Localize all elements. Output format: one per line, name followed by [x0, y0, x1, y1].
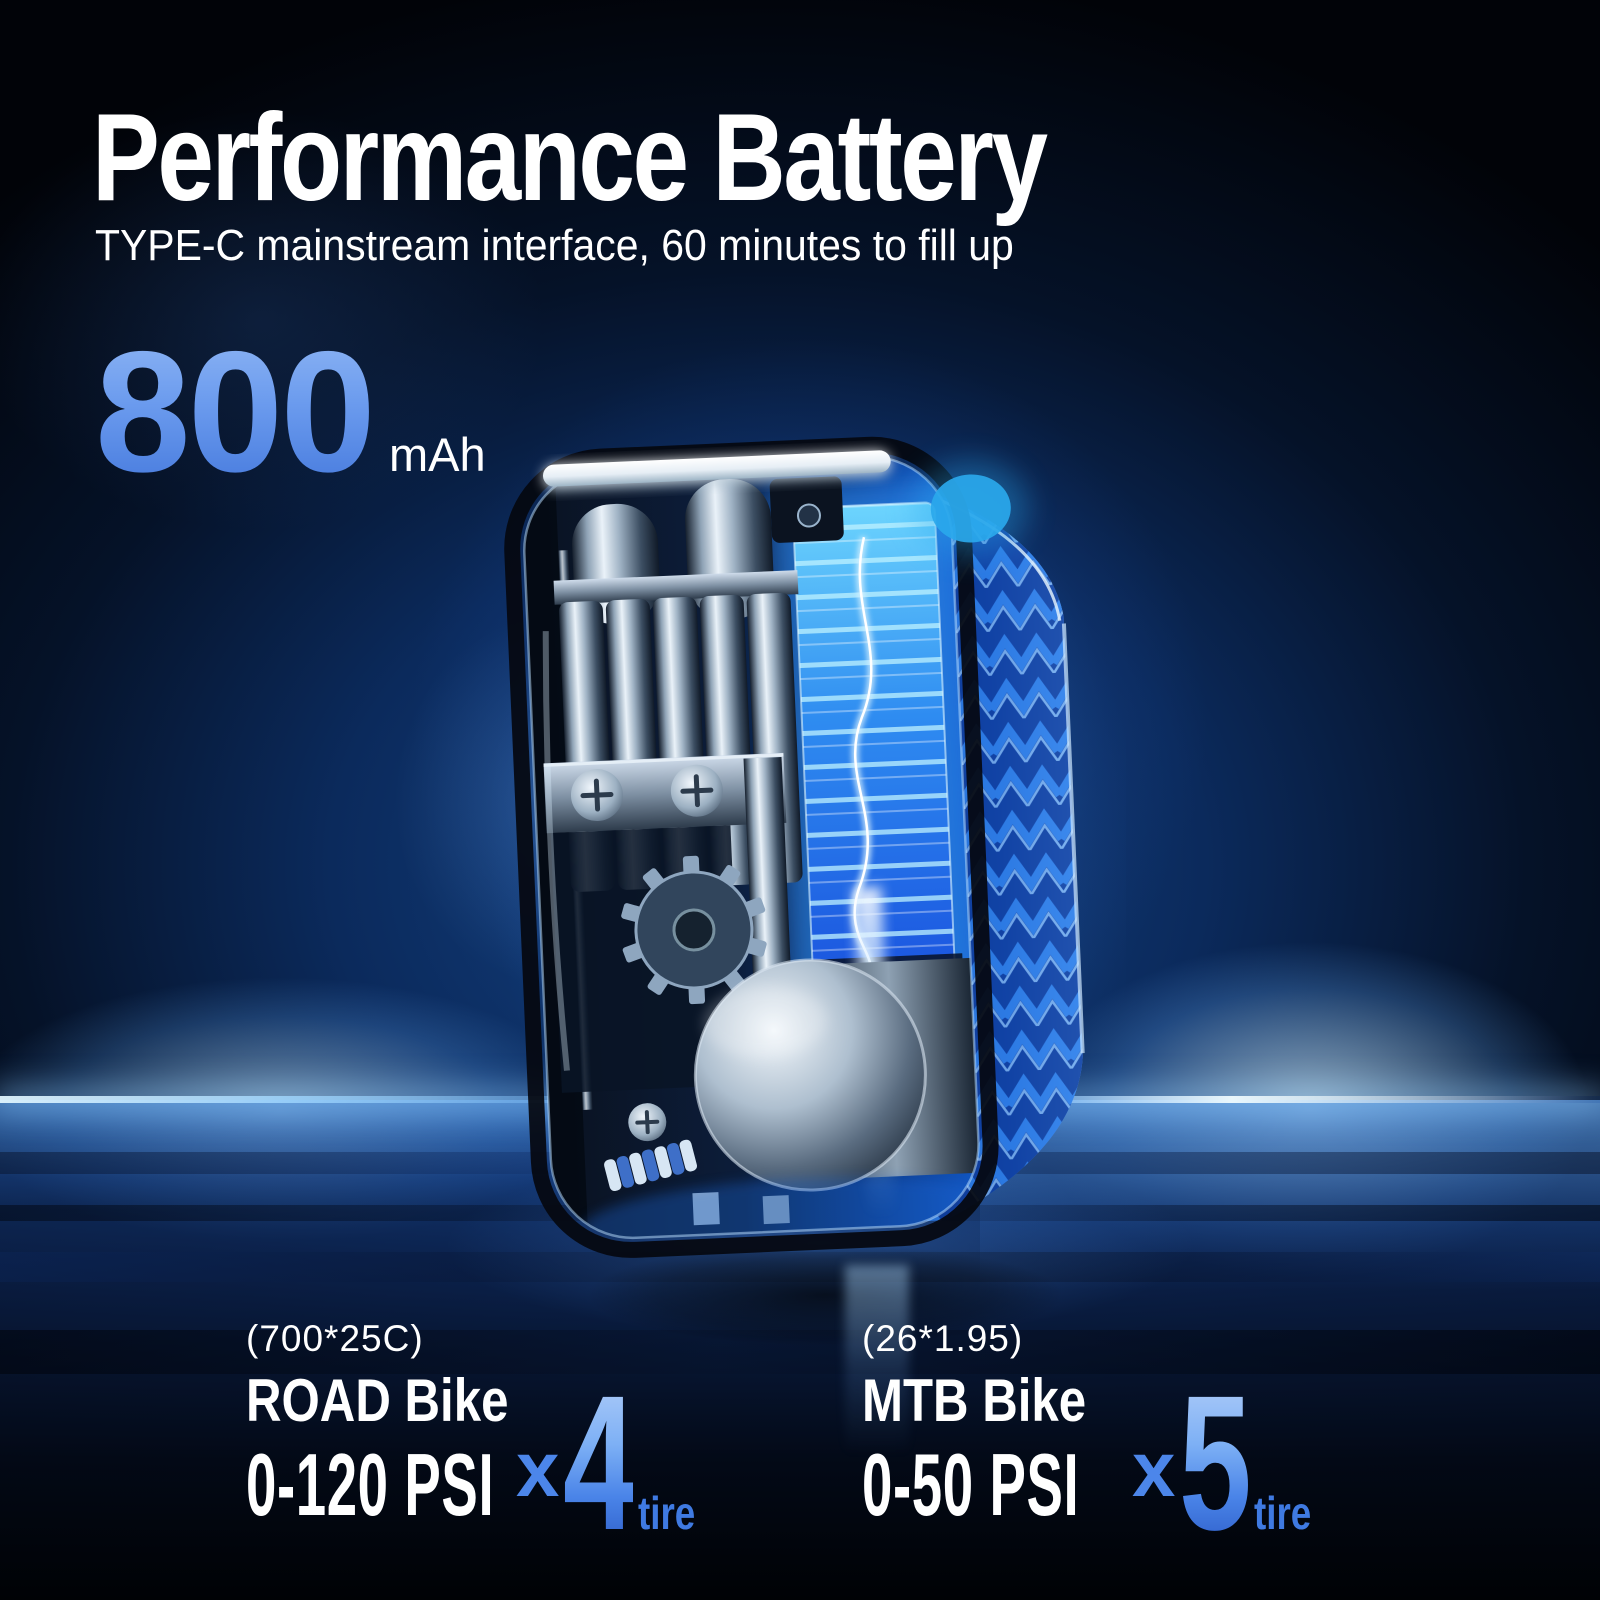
tire-count: 5 — [1179, 1355, 1252, 1571]
spec-road-bike: (700*25C) ROAD Bike 0-120 PSI x 4 tire — [246, 1318, 766, 1559]
spec-mtb-bike: (26*1.95) MTB Bike 0-50 PSI x 5 tire — [862, 1318, 1382, 1559]
bike-type-text: MTB Bike — [862, 1367, 1087, 1434]
bike-type-label: ROAD Bike — [246, 1371, 766, 1431]
base-glow — [581, 1177, 982, 1242]
tire-unit-text: tire — [638, 1487, 696, 1539]
pressure-range-label: 0-50 PSI — [862, 1441, 1382, 1529]
motor-drum — [693, 957, 980, 1192]
glass-reflection — [542, 631, 570, 1071]
phillips-screw — [628, 1103, 667, 1142]
tire-multiplier: x 5 tire — [1132, 1355, 1326, 1571]
page-subtitle: TYPE-C mainstream interface, 60 minutes … — [95, 224, 1083, 268]
cyan-button — [912, 460, 1029, 557]
page-subtitle-text: TYPE-C mainstream interface, 60 minutes … — [95, 221, 1014, 270]
tire-count: 4 — [563, 1355, 636, 1571]
pressure-range-text: 0-50 PSI — [862, 1435, 1080, 1534]
page-title: Performance Battery — [92, 96, 1255, 220]
product-render — [486, 429, 1126, 1270]
led-light-bar — [542, 450, 891, 491]
beam-reflection — [845, 1265, 909, 1455]
times-symbol: x — [1132, 1424, 1176, 1513]
phillips-screw — [570, 769, 623, 822]
times-symbol: x — [516, 1424, 560, 1513]
battery-cell-glow — [769, 478, 982, 1047]
page-title-text: Performance Battery — [92, 89, 1048, 227]
pressure-range-text: 0-120 PSI — [246, 1435, 495, 1534]
tire-unit-label: tire — [1254, 1490, 1326, 1540]
tire-unit-label: tire — [638, 1490, 710, 1540]
haze-top-left — [0, 40, 640, 600]
bike-type-label: MTB Bike — [862, 1371, 1382, 1431]
capacity-unit: mAh — [388, 428, 486, 481]
tire-size-label: (26*1.95) — [862, 1318, 1024, 1359]
internal-components — [520, 453, 982, 1242]
corrugated-hose — [604, 1139, 697, 1192]
tire-multiplier: x 4 tire — [516, 1355, 710, 1571]
capacity-value: 800 — [95, 316, 376, 508]
bike-type-text: ROAD Bike — [246, 1367, 509, 1434]
gear — [621, 855, 767, 1005]
tire-size-label: (700*25C) — [246, 1318, 424, 1359]
battery-capacity: 800 mAh — [95, 326, 486, 498]
phillips-screw — [670, 764, 723, 817]
tire-unit-text: tire — [1254, 1487, 1312, 1539]
pressure-range-label: 0-120 PSI — [246, 1441, 766, 1529]
device-shell — [486, 429, 1126, 1270]
device-rim — [504, 436, 999, 1258]
